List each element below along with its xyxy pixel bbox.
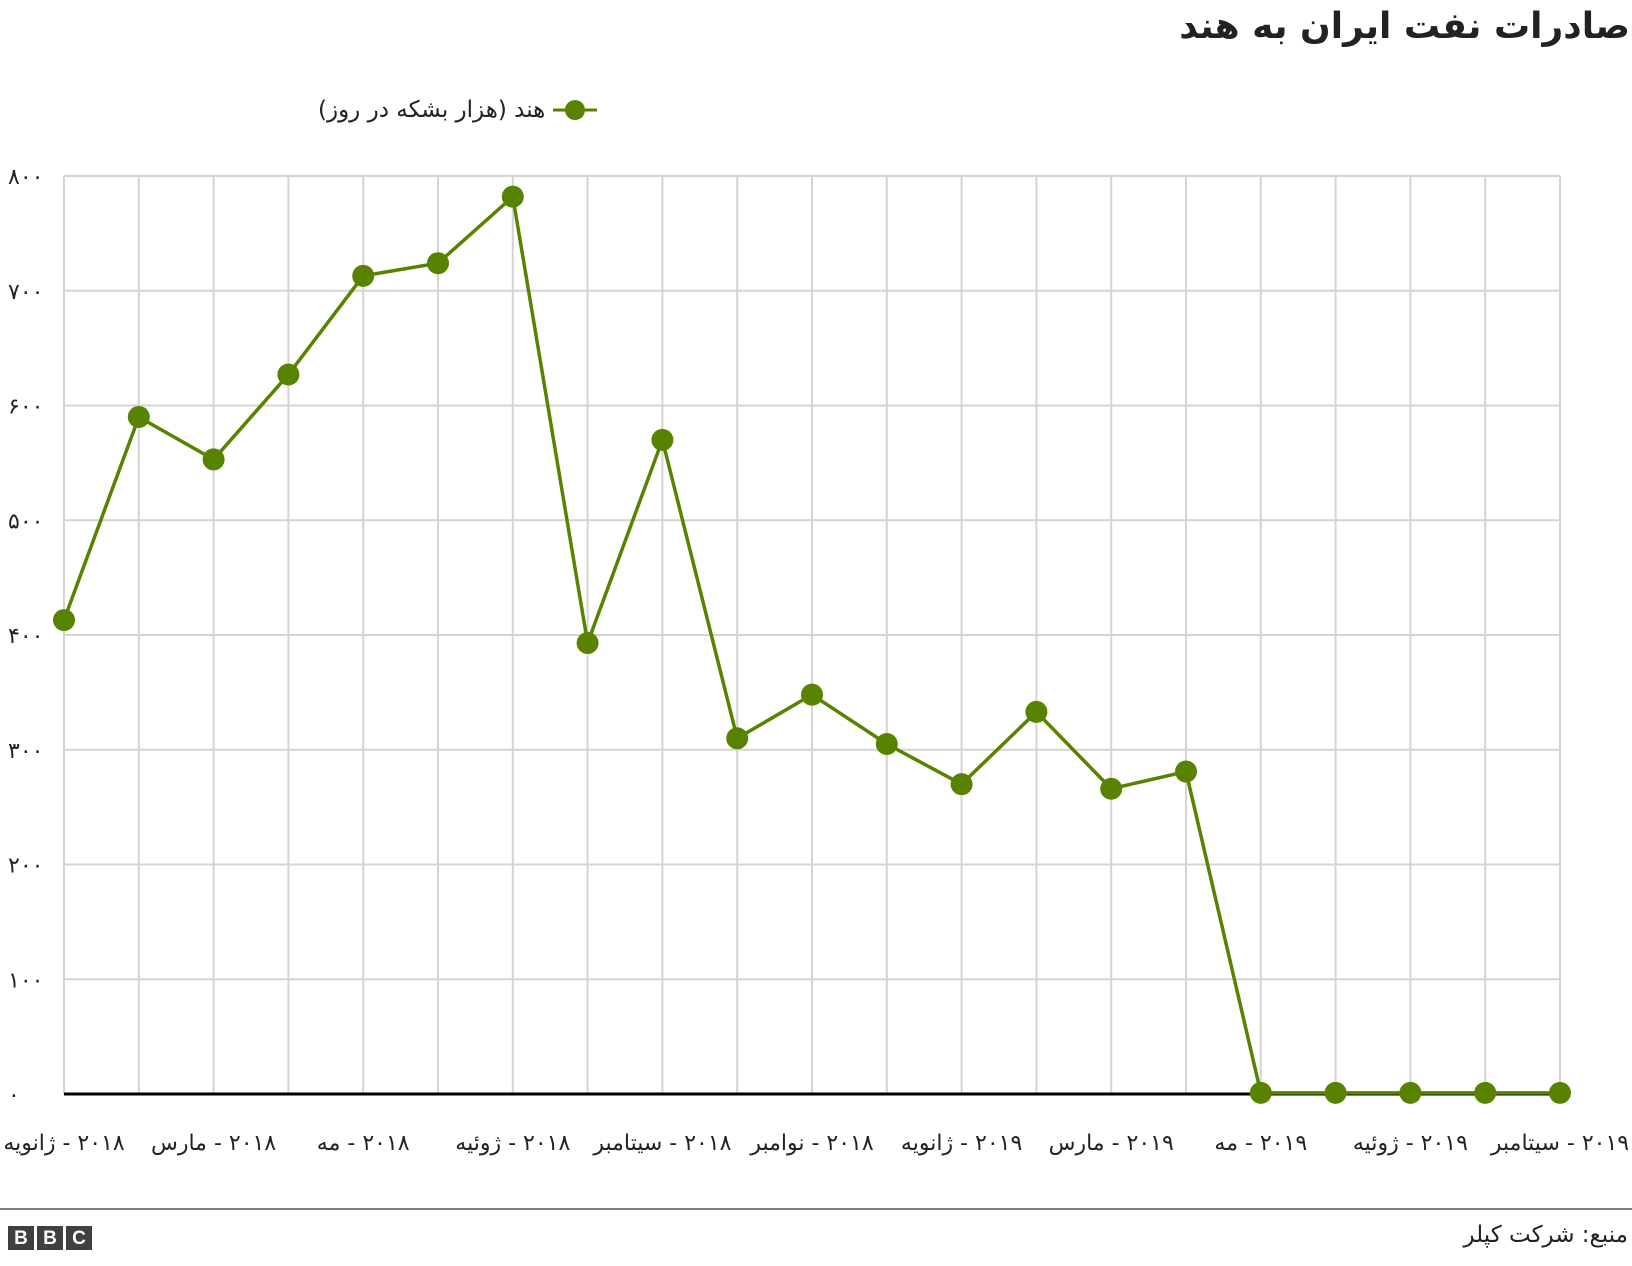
y-tick-label: ۶۰۰ <box>8 395 43 420</box>
data-point <box>950 773 973 796</box>
data-point <box>1324 1081 1347 1104</box>
data-point <box>202 448 225 471</box>
data-point <box>651 428 674 451</box>
x-tick-label: ۲۰۱۹ - ژانویه <box>901 1131 1022 1156</box>
data-point <box>501 185 524 208</box>
y-tick-label: ۵۰۰ <box>8 509 43 534</box>
data-point <box>1025 700 1048 723</box>
data-point <box>352 264 375 287</box>
y-tick-label: ۴۰۰ <box>8 624 43 649</box>
x-tick-label: ۲۰۱۸ - مه <box>317 1131 410 1156</box>
data-point <box>875 733 898 756</box>
y-tick-label: ۱۰۰ <box>8 968 43 993</box>
source-note: منبع: شرکت کپلر <box>1463 1222 1628 1248</box>
data-point <box>726 727 749 750</box>
data-point <box>1175 760 1197 783</box>
chart-title: صادرات نفت ایران به هند <box>1179 6 1630 47</box>
data-point <box>427 252 449 275</box>
x-tick-label: ۲۰۱۹ - سیتامبر <box>1490 1131 1629 1156</box>
y-tick-label: ۸۰۰ <box>8 165 43 190</box>
legend-marker-icon <box>553 100 598 120</box>
chart-legend: هند (هزار بشکه در روز) <box>318 88 598 132</box>
y-tick-label: ۷۰۰ <box>8 280 43 305</box>
footer-divider <box>0 1208 1632 1210</box>
x-tick-label: ۲۰۱۹ - مه <box>1214 1131 1307 1156</box>
bbc-logo-letter: B <box>8 1226 34 1250</box>
x-tick-label: ۲۰۱۸ - مارس <box>151 1131 276 1156</box>
data-point <box>53 609 75 632</box>
x-tick-label: ۲۰۱۸ - نوامبر <box>749 1131 874 1156</box>
legend-label: هند (هزار بشکه در روز) <box>318 97 546 123</box>
data-point <box>1100 777 1123 800</box>
data-point <box>576 632 599 655</box>
data-point <box>1549 1081 1571 1104</box>
y-tick-label: ۰ <box>8 1083 20 1108</box>
data-point <box>277 363 300 386</box>
y-tick-label: ۳۰۰ <box>8 739 43 764</box>
y-tick-label: ۲۰۰ <box>8 854 43 879</box>
x-tick-label: ۲۰۱۸ - ژوئیه <box>455 1131 570 1156</box>
x-tick-label: ۲۰۱۸ - سیتامبر <box>592 1131 731 1156</box>
x-tick-label: ۲۰۱۹ - ژوئیه <box>1353 1131 1468 1156</box>
bbc-logo: B B C <box>8 1226 92 1250</box>
line-chart: ۰ ۱۰۰ ۲۰۰ ۳۰۰ ۴۰۰ ۵۰۰ ۶۰۰ ۷۰۰ ۸۰۰ ۲۰۱۸ - ژانویه ۲۰… <box>3 165 1629 1156</box>
x-tick-label: ۲۰۱۸ - ژانویه <box>3 1131 125 1156</box>
data-point <box>801 683 823 706</box>
data-point <box>1249 1081 1272 1104</box>
data-point <box>127 405 150 428</box>
bbc-logo-letter: B <box>37 1226 63 1250</box>
bbc-logo-letter: C <box>66 1226 92 1250</box>
data-point <box>1399 1081 1422 1104</box>
x-tick-label: ۲۰۱۹ - مارس <box>1049 1131 1174 1156</box>
data-point <box>1474 1081 1497 1104</box>
